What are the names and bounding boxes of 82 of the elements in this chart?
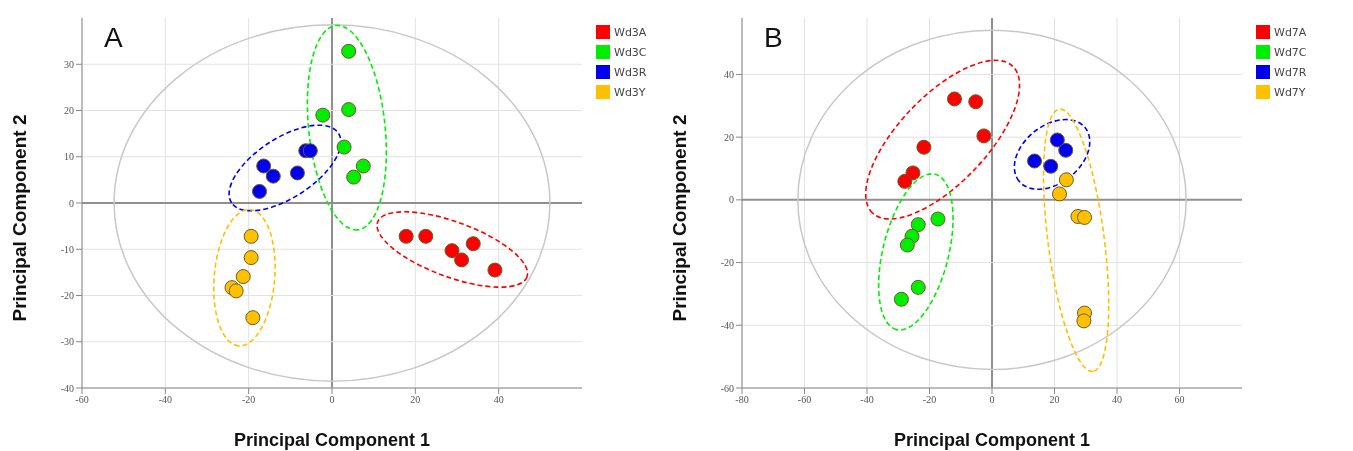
y-tick-label: 20 xyxy=(724,131,734,143)
y-tick-label: 20 xyxy=(64,105,74,117)
point xyxy=(968,94,984,110)
x-tick-label: 60 xyxy=(1174,394,1185,406)
y-tick-label: -40 xyxy=(60,382,74,394)
point xyxy=(454,252,470,268)
point xyxy=(444,243,460,259)
y-tick-label: 30 xyxy=(64,58,74,70)
point xyxy=(289,165,305,181)
point xyxy=(341,102,357,118)
x-tick-label: 40 xyxy=(1112,394,1122,406)
x-tick-label: 20 xyxy=(1049,394,1060,406)
point xyxy=(341,43,357,59)
x-tick-label: 0 xyxy=(989,394,995,406)
point xyxy=(418,228,434,244)
legend-label: Wd7A xyxy=(1274,25,1307,39)
point xyxy=(916,139,932,155)
point xyxy=(893,291,909,307)
point xyxy=(235,269,251,285)
point xyxy=(1027,153,1042,169)
x-tick-label: -80 xyxy=(735,394,749,406)
point xyxy=(265,168,281,184)
x-axis-title: Principal Component 1 xyxy=(893,430,1091,451)
x-tick-label: -20 xyxy=(241,394,256,406)
x-tick-label: -20 xyxy=(922,394,937,406)
point xyxy=(947,91,962,107)
point xyxy=(1077,209,1092,225)
point xyxy=(1058,172,1074,188)
x-tick-label: 20 xyxy=(410,394,421,406)
x-axis-title: Principal Component 1 xyxy=(233,430,431,451)
y-tick-label: -30 xyxy=(60,336,74,348)
y-tick-label: 0 xyxy=(69,197,74,209)
legend-label: Wd3Y xyxy=(614,85,646,99)
point xyxy=(1076,313,1092,329)
y-tick-label: 40 xyxy=(724,68,734,80)
y-axis-title: Principal Component 2 xyxy=(669,114,691,322)
y-tick-label: -10 xyxy=(60,243,74,255)
legend-label: Wd3R xyxy=(614,65,647,79)
point xyxy=(1052,186,1067,202)
x-tick-label: -40 xyxy=(860,394,874,406)
legend-label: Wd3A xyxy=(614,25,647,39)
x-tick-label: -60 xyxy=(75,394,89,406)
point xyxy=(899,237,915,253)
point xyxy=(910,279,926,295)
point xyxy=(465,236,481,252)
point xyxy=(487,262,503,278)
x-tick-label: 0 xyxy=(329,394,335,406)
point xyxy=(302,143,318,159)
y-tick-label: -20 xyxy=(720,257,734,269)
point xyxy=(897,173,913,189)
point xyxy=(252,183,267,199)
y-tick-label: -60 xyxy=(720,382,734,394)
point xyxy=(1058,142,1074,158)
y-tick-label: 0 xyxy=(729,194,734,206)
point xyxy=(910,217,926,233)
point xyxy=(256,158,272,174)
x-tick-label: 40 xyxy=(493,394,504,406)
point xyxy=(398,228,414,244)
point xyxy=(355,158,371,174)
point xyxy=(1043,158,1059,174)
point xyxy=(228,283,244,299)
point xyxy=(315,107,331,123)
point xyxy=(336,139,352,155)
chart-title: A xyxy=(104,22,123,54)
x-tick-label: -40 xyxy=(158,394,173,406)
legend-label: Wd3C xyxy=(614,45,647,59)
y-axis-title: Principal Component 2 xyxy=(9,114,31,322)
chart-title: B xyxy=(764,22,783,54)
point xyxy=(1049,132,1065,148)
legend-label: Wd7C xyxy=(1274,45,1307,59)
y-tick-label: -40 xyxy=(720,319,734,331)
point xyxy=(346,169,362,185)
point xyxy=(930,211,946,227)
x-tick-label: -60 xyxy=(797,394,812,406)
point xyxy=(976,128,992,144)
y-tick-label: -20 xyxy=(60,290,74,302)
point xyxy=(243,250,259,266)
point xyxy=(245,310,261,326)
legend-label: Wd7R xyxy=(1274,65,1307,79)
y-tick-label: 10 xyxy=(64,151,74,163)
point xyxy=(243,228,259,244)
legend-label: Wd7Y xyxy=(1274,85,1306,99)
